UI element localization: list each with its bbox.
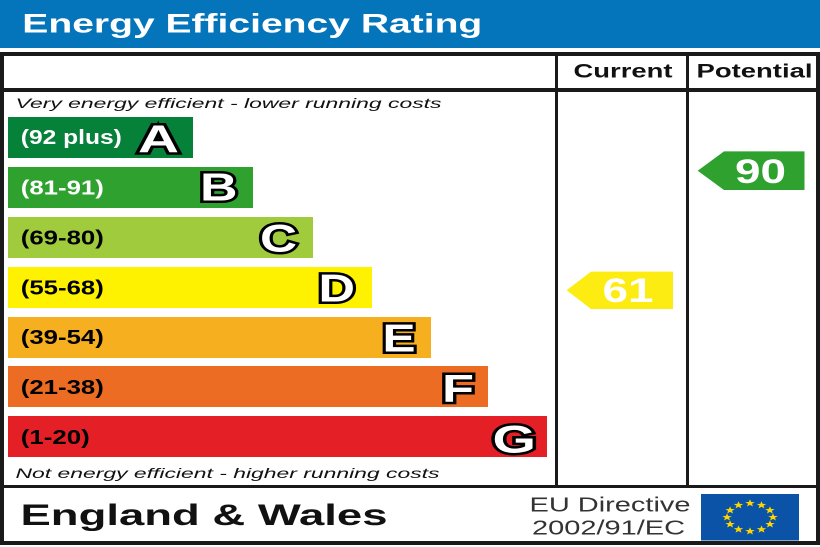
svg-text:D: D bbox=[319, 268, 356, 311]
svg-text:C: C bbox=[260, 218, 297, 261]
svg-text:(39-54): (39-54) bbox=[21, 327, 104, 349]
svg-text:Potential: Potential bbox=[697, 62, 813, 83]
svg-text:B: B bbox=[200, 167, 238, 210]
svg-text:EU Directive: EU Directive bbox=[530, 495, 691, 517]
svg-text:90: 90 bbox=[735, 153, 786, 191]
svg-text:Current: Current bbox=[574, 62, 674, 83]
svg-text:(92 plus): (92 plus) bbox=[21, 127, 122, 149]
svg-text:(55-68): (55-68) bbox=[21, 278, 104, 300]
svg-text:A: A bbox=[138, 119, 179, 162]
svg-text:(1-20): (1-20) bbox=[21, 427, 90, 449]
svg-text:61: 61 bbox=[603, 272, 654, 310]
svg-text:(81-91): (81-91) bbox=[21, 178, 104, 200]
svg-text:Not energy efficient - higher: Not energy efficient - higher running co… bbox=[16, 465, 440, 481]
svg-text:Energy Efficiency Rating: Energy Efficiency Rating bbox=[22, 9, 482, 39]
svg-text:E: E bbox=[383, 318, 416, 361]
svg-text:G: G bbox=[493, 419, 537, 462]
svg-text:F: F bbox=[442, 368, 474, 411]
svg-text:England & Wales: England & Wales bbox=[21, 499, 388, 532]
svg-text:2002/91/EC: 2002/91/EC bbox=[532, 518, 685, 540]
svg-text:(69-80): (69-80) bbox=[21, 228, 104, 250]
svg-text:(21-38): (21-38) bbox=[21, 377, 104, 399]
svg-text:Very energy efficient - lower: Very energy efficient - lower running co… bbox=[16, 95, 442, 111]
